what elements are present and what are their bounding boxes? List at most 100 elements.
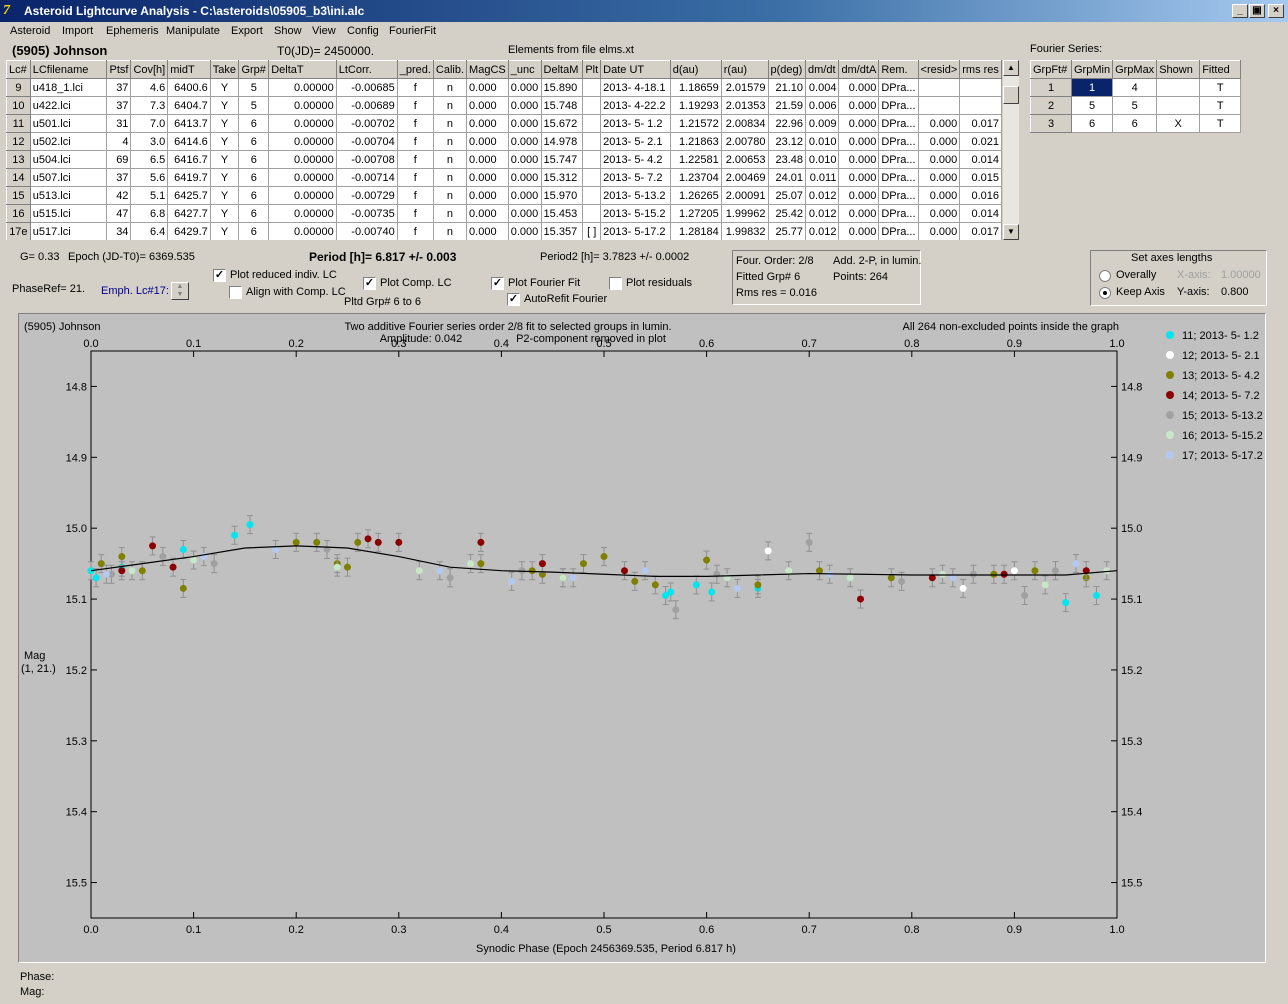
table-cell[interactable] xyxy=(917,78,961,97)
plot-fourier-checkbox[interactable]: ✓ xyxy=(491,277,504,290)
table-cell[interactable]: n xyxy=(432,96,468,115)
table-cell[interactable]: 6.4 xyxy=(130,222,169,240)
table-cell[interactable]: 0.012 xyxy=(805,222,840,240)
table-cell[interactable]: 0.00000 xyxy=(268,186,337,205)
table-cell[interactable]: f xyxy=(396,168,434,187)
scroll-down-button[interactable]: ▼ xyxy=(1003,224,1019,240)
table-cell[interactable]: 6.8 xyxy=(130,204,169,223)
table-cell[interactable]: Y xyxy=(209,78,240,97)
fourier-row-header[interactable]: 3 xyxy=(1030,114,1072,133)
table-cell[interactable]: DPra... xyxy=(878,186,919,205)
table-cell[interactable]: 1.23704 xyxy=(669,168,722,187)
table-cell[interactable]: 0.000 xyxy=(838,78,880,97)
column-header-16[interactable]: d(au) xyxy=(669,60,722,79)
table-cell[interactable]: 15.890 xyxy=(540,78,584,97)
table-cell[interactable]: n xyxy=(432,186,468,205)
table-cell[interactable]: 0.00000 xyxy=(268,168,337,187)
fourier-cell[interactable]: 1 xyxy=(1070,78,1114,97)
column-header-23[interactable]: rms res xyxy=(959,60,1002,79)
column-header-6[interactable]: Grp# xyxy=(238,60,270,79)
fourier-cell[interactable]: 6 xyxy=(1070,114,1114,133)
table-cell[interactable]: 0.000 xyxy=(838,204,880,223)
table-cell[interactable]: 0.00000 xyxy=(268,78,337,97)
menu-export[interactable]: Export xyxy=(231,25,263,37)
table-row[interactable]: 16 u515.lci 47 6.8 6427.7 Y 6 0.00000 -0.00735 f n… xyxy=(6,204,1002,223)
table-cell[interactable]: -0.00729 xyxy=(335,186,398,205)
fourier-cell[interactable]: X xyxy=(1156,114,1201,133)
restore-button[interactable]: ▣ xyxy=(1249,4,1265,18)
table-cell[interactable]: 0.00000 xyxy=(268,222,337,240)
table-cell[interactable]: f xyxy=(396,186,434,205)
table-cell[interactable]: 6 xyxy=(238,204,270,223)
table-cell[interactable]: 15.672 xyxy=(540,114,584,133)
table-cell[interactable]: 1.22581 xyxy=(669,150,722,169)
table-cell[interactable]: 6404.7 xyxy=(167,96,211,115)
plot-comp-checkbox[interactable]: ✓ xyxy=(363,277,376,290)
table-cell[interactable]: DPra... xyxy=(878,168,919,187)
table-cell[interactable]: 0.012 xyxy=(805,186,840,205)
table-cell[interactable]: 47 xyxy=(106,204,132,223)
table-cell[interactable] xyxy=(959,96,1002,115)
table-cell[interactable]: 22.96 xyxy=(767,114,807,133)
table-cell[interactable]: Y xyxy=(209,204,240,223)
column-header-15[interactable]: Date UT xyxy=(600,60,671,79)
table-cell[interactable]: 0.000 xyxy=(917,186,961,205)
table-cell[interactable]: 6 xyxy=(238,222,270,240)
table-cell[interactable]: 0.021 xyxy=(959,132,1002,151)
table-cell[interactable]: 0.00000 xyxy=(268,150,337,169)
row-header[interactable]: 12 xyxy=(6,132,31,151)
table-cell[interactable] xyxy=(582,168,602,187)
table-cell[interactable]: 0.000 xyxy=(507,204,542,223)
column-header-3[interactable]: Cov[h] xyxy=(130,60,169,79)
fourier-row-header[interactable]: 2 xyxy=(1030,96,1072,115)
menu-fourierfit[interactable]: FourierFit xyxy=(389,25,437,37)
menu-import[interactable]: Import xyxy=(62,25,94,37)
table-cell[interactable]: 6414.6 xyxy=(167,132,211,151)
scroll-thumb[interactable] xyxy=(1003,86,1019,104)
table-cell[interactable]: 0.000 xyxy=(507,168,542,187)
table-cell[interactable]: DPra... xyxy=(878,222,919,240)
table-cell[interactable]: f xyxy=(396,204,434,223)
row-header[interactable]: 11 xyxy=(6,114,31,133)
table-cell[interactable]: u507.lci xyxy=(29,168,108,187)
table-cell[interactable]: 23.48 xyxy=(767,150,807,169)
table-row[interactable]: 9 u418_1.lci 37 4.6 6400.6 Y 5 0.00000 -0.00685 f… xyxy=(6,78,1002,97)
fourier-cell[interactable]: 5 xyxy=(1070,96,1114,115)
table-cell[interactable]: n xyxy=(432,78,468,97)
table-cell[interactable]: 6429.7 xyxy=(167,222,211,240)
close-button[interactable]: × xyxy=(1268,4,1284,18)
fourier-cell[interactable]: T xyxy=(1199,96,1242,115)
table-cell[interactable]: 6 xyxy=(238,186,270,205)
table-cell[interactable]: 0.009 xyxy=(805,114,840,133)
table-cell[interactable]: Y xyxy=(209,132,240,151)
table-cell[interactable]: 4 xyxy=(106,132,132,151)
table-cell[interactable]: n xyxy=(432,222,468,240)
table-row[interactable]: 13 u504.lci 69 6.5 6416.7 Y 6 0.00000 -0.00708 f n… xyxy=(6,150,1002,169)
table-cell[interactable]: f xyxy=(396,222,434,240)
table-cell[interactable]: Y xyxy=(209,114,240,133)
emph-spinner[interactable]: ▲ ▼ xyxy=(171,282,189,300)
table-cell[interactable]: 2013- 5- 1.2 xyxy=(600,114,671,133)
table-cell[interactable]: f xyxy=(396,150,434,169)
table-cell[interactable]: 24.01 xyxy=(767,168,807,187)
table-cell[interactable]: 0.010 xyxy=(805,150,840,169)
column-header-11[interactable]: MagCS xyxy=(466,60,509,79)
fourier-column-header[interactable]: GrpFt# xyxy=(1030,60,1072,79)
table-cell[interactable]: DPra... xyxy=(878,150,919,169)
table-cell[interactable]: 7.0 xyxy=(130,114,169,133)
table-cell[interactable]: f xyxy=(396,114,434,133)
table-cell[interactable]: 2.00834 xyxy=(720,114,769,133)
table-cell[interactable]: -0.00685 xyxy=(335,78,398,97)
table-cell[interactable]: 15.747 xyxy=(540,150,584,169)
row-header[interactable]: 13 xyxy=(6,150,31,169)
table-cell[interactable]: 2013- 5-13.2 xyxy=(600,186,671,205)
column-header-17[interactable]: r(au) xyxy=(720,60,769,79)
table-scrollbar[interactable]: ▲ ▼ xyxy=(1003,60,1019,240)
table-cell[interactable]: 5.1 xyxy=(130,186,169,205)
table-cell[interactable] xyxy=(582,150,602,169)
table-cell[interactable]: 6416.7 xyxy=(167,150,211,169)
table-cell[interactable]: 0.012 xyxy=(805,204,840,223)
menu-manipulate[interactable]: Manipulate xyxy=(166,25,220,37)
column-header-4[interactable]: midT xyxy=(167,60,211,79)
